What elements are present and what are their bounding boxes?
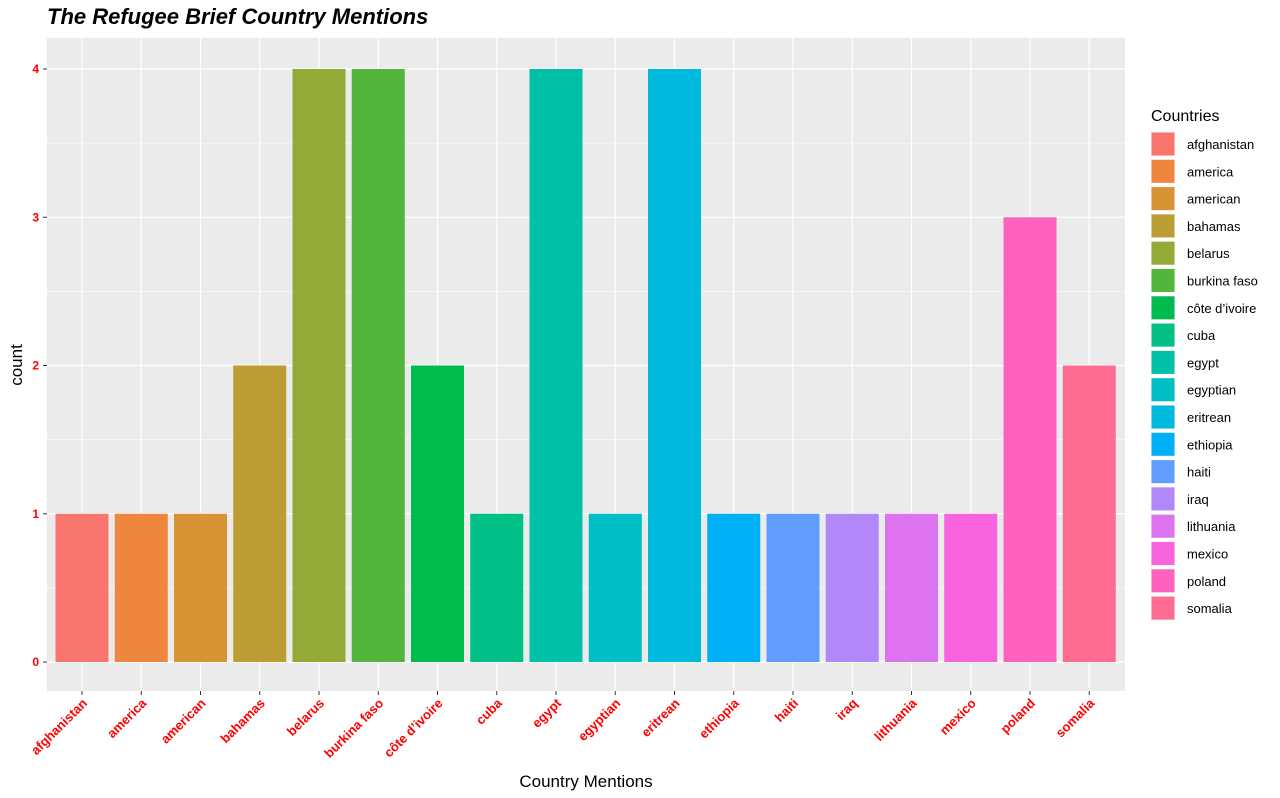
legend-label: ethiopia — [1187, 437, 1233, 452]
legend-label: cuba — [1187, 328, 1216, 343]
x-tick-label: lithuania — [871, 695, 920, 744]
bar-poland — [1003, 217, 1057, 662]
bar-bahamas — [233, 365, 287, 662]
x-tick-label: america — [104, 695, 150, 741]
legend-swatch — [1151, 269, 1175, 292]
bar-haiti — [766, 513, 820, 662]
legend-label: eritrean — [1187, 410, 1231, 425]
x-tick-label: iraq — [833, 695, 861, 723]
legend-swatch — [1151, 296, 1175, 320]
legend-label: afghanistan — [1187, 137, 1254, 152]
x-tick-label: cuba — [473, 695, 506, 728]
legend-swatch — [1151, 214, 1175, 238]
bar-iraq — [825, 513, 879, 662]
legend-swatch — [1151, 432, 1175, 456]
legend-swatch — [1151, 159, 1175, 183]
legend-swatch — [1151, 542, 1175, 565]
bar-america — [114, 513, 168, 662]
y-tick-label: 2 — [32, 359, 39, 373]
bars — [55, 69, 1116, 662]
legend-label: iraq — [1187, 492, 1209, 507]
bar-egyptian — [588, 513, 642, 662]
legend-swatch — [1151, 596, 1175, 620]
legend-swatch — [1151, 569, 1175, 593]
legend-swatch — [1151, 132, 1175, 156]
y-axis: 0 1 2 3 4 — [32, 62, 47, 669]
legend-swatch — [1151, 460, 1175, 484]
bar-somalia — [1062, 365, 1116, 662]
x-tick-label: eritrean — [638, 695, 682, 739]
bar-american — [174, 513, 227, 662]
legend-label: poland — [1187, 574, 1226, 589]
y-tick-label: 3 — [32, 210, 39, 224]
legend-label: egypt — [1187, 355, 1219, 370]
chart-title: The Refugee Brief Country Mentions — [47, 4, 429, 29]
x-tick-label: belarus — [284, 696, 327, 739]
y-tick-label: 1 — [32, 507, 39, 521]
bar-lithuania — [885, 513, 938, 662]
legend-swatch — [1151, 405, 1175, 429]
x-axis: afghanistan america american bahamas belarus… — [28, 691, 1098, 761]
bar-mexico — [944, 513, 998, 662]
y-tick-label: 4 — [32, 62, 39, 76]
x-tick-label: somalia — [1053, 695, 1098, 740]
x-axis-title: Country Mentions — [519, 772, 652, 791]
bar-egypt — [529, 69, 583, 662]
legend-swatch — [1151, 187, 1175, 211]
legend-title: Countries — [1151, 108, 1219, 125]
x-tick-label: ethiopia — [696, 695, 742, 741]
x-tick-label: bahamas — [217, 696, 267, 746]
bar-belarus — [292, 69, 346, 662]
y-tick-label: 0 — [32, 655, 39, 669]
x-tick-label: american — [158, 695, 209, 746]
legend-swatch — [1151, 514, 1175, 538]
legend-label: lithuania — [1187, 519, 1236, 534]
x-tick-label: côte d’ivoire — [381, 696, 446, 761]
bar-burkina-faso — [351, 69, 405, 662]
x-tick-label: poland — [997, 695, 1038, 736]
legend-label: american — [1187, 192, 1240, 207]
legend-label: somalia — [1187, 601, 1233, 616]
legend-label: haiti — [1187, 465, 1211, 480]
x-tick-label: haiti — [772, 696, 802, 726]
bar-ethiopia — [707, 513, 761, 662]
bar-c-te-d-ivoire — [411, 365, 464, 662]
x-tick-label: afghanistan — [28, 695, 90, 757]
bar-cuba — [470, 513, 524, 662]
legend-swatch — [1151, 241, 1175, 265]
legend-label: mexico — [1187, 547, 1228, 562]
legend-swatch — [1151, 378, 1175, 402]
legend-label: belarus — [1187, 246, 1230, 261]
x-tick-label: burkina faso — [321, 695, 386, 760]
legend-label: côte d’ivoire — [1187, 301, 1256, 316]
legend-swatch — [1151, 350, 1175, 374]
legend-label: burkina faso — [1187, 274, 1258, 289]
legend-swatch — [1151, 487, 1175, 511]
legend-label: egyptian — [1187, 383, 1236, 398]
x-tick-label: egypt — [529, 695, 565, 731]
bar-eritrean — [648, 69, 701, 662]
legend-label: america — [1187, 164, 1234, 179]
y-axis-title: count — [7, 344, 26, 386]
legend: Countries afghanistan america american baha… — [1151, 108, 1258, 621]
x-tick-label: mexico — [937, 695, 979, 737]
legend-label: bahamas — [1187, 219, 1241, 234]
x-tick-label: egyptian — [575, 695, 623, 743]
bar-afghanistan — [55, 513, 109, 662]
legend-swatch — [1151, 323, 1175, 347]
